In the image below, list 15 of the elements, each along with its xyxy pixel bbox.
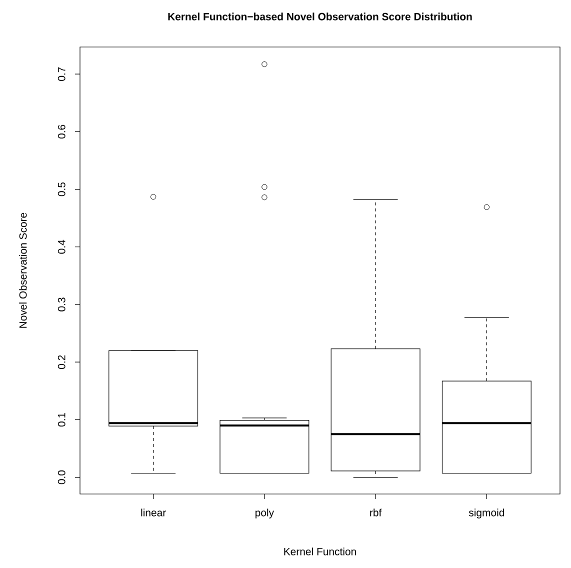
x-tick-label: poly [256, 508, 274, 518]
y-tick-label: 0.0 [58, 470, 66, 484]
y-tick-label: 0.6 [58, 124, 66, 139]
y-tick-label: 0.2 [58, 355, 66, 369]
y-tick-label: 0.3 [58, 298, 66, 312]
x-tick-label: rbf [370, 508, 382, 516]
y-tick-label: 0.1 [58, 412, 66, 427]
y-tick-label: 0.5 [58, 182, 66, 196]
y-axis-title: Novel Observation Score [19, 212, 27, 328]
chart-title: Kernel Function−based Novel Observation Score Distribution [168, 12, 472, 20]
x-axis-title: Kernel Function [284, 548, 356, 556]
x-tick-label: sigmoid [468, 508, 504, 518]
y-tick-label: 0.7 [58, 67, 66, 81]
y-tick-label: 0.4 [58, 240, 66, 254]
x-tick-label: linear [141, 508, 166, 516]
